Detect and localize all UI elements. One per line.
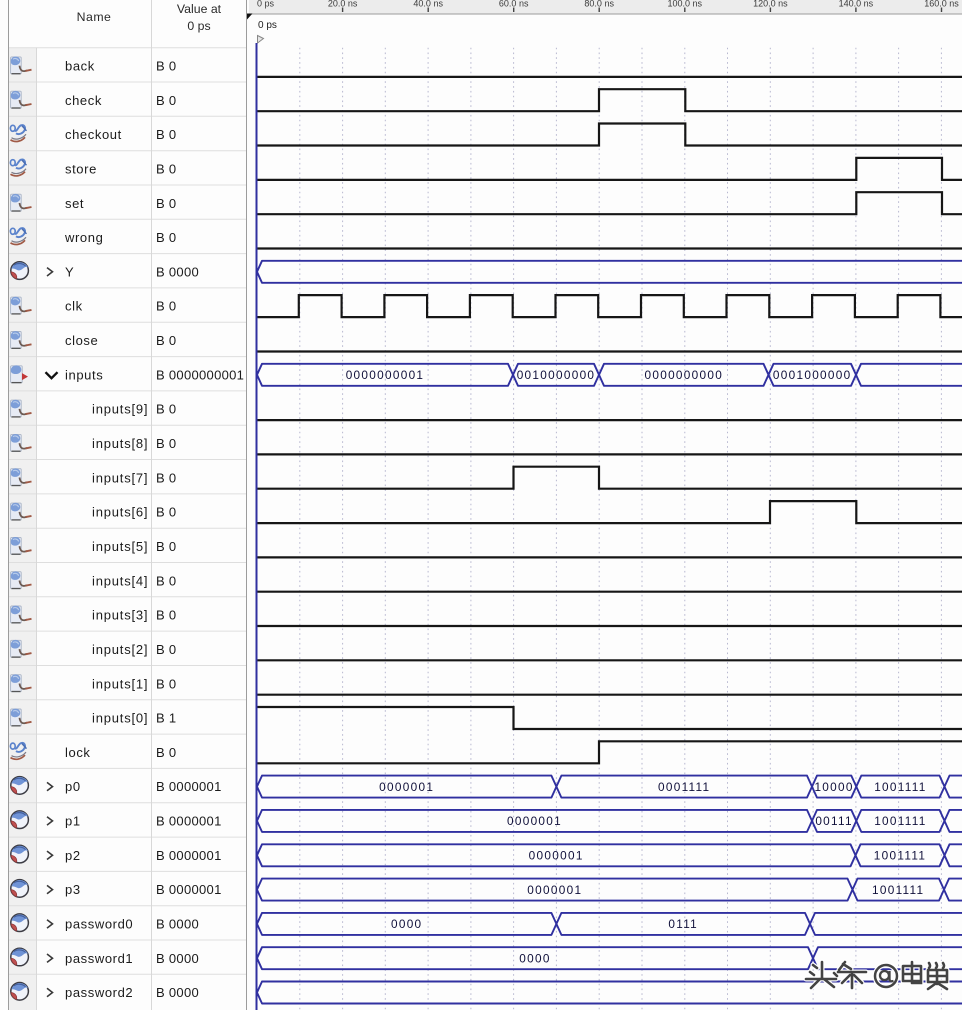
svg-text:B 0: B 0	[156, 676, 176, 691]
svg-text:B 0000: B 0000	[156, 917, 199, 932]
svg-text:B 0: B 0	[156, 573, 176, 588]
svg-text:Name: Name	[77, 10, 112, 24]
svg-text:inputs: inputs	[65, 367, 103, 382]
svg-text:B 0000001: B 0000001	[156, 882, 222, 897]
svg-text:p2: p2	[65, 848, 81, 863]
svg-text:B 0000001: B 0000001	[156, 814, 222, 829]
svg-text:0 ps: 0 ps	[187, 19, 210, 33]
svg-text:1001111: 1001111	[874, 814, 926, 828]
svg-text:back: back	[65, 59, 95, 74]
svg-text:B 0000000001: B 0000000001	[156, 367, 244, 382]
svg-text:B 0: B 0	[156, 299, 176, 314]
svg-text:p1: p1	[65, 814, 81, 829]
svg-text:B 0: B 0	[156, 162, 176, 177]
svg-text:set: set	[65, 196, 84, 211]
svg-text:160.0 ns: 160.0 ns	[924, 0, 959, 9]
svg-text:0 ps: 0 ps	[257, 0, 275, 9]
svg-text:B 0000001: B 0000001	[156, 779, 222, 794]
svg-text:check: check	[65, 93, 102, 108]
svg-text:1001111: 1001111	[874, 849, 926, 863]
svg-text:inputs[5]: inputs[5]	[92, 539, 148, 554]
svg-text:0000000001: 0000000001	[346, 368, 425, 382]
svg-text:B 0: B 0	[156, 470, 176, 485]
svg-text:0000001: 0000001	[529, 849, 584, 863]
svg-text:B 0: B 0	[156, 230, 176, 245]
svg-text:B 0000: B 0000	[156, 985, 199, 1000]
svg-text:1001111: 1001111	[874, 780, 926, 794]
svg-text:0000000000: 0000000000	[644, 368, 723, 382]
svg-text:B 0: B 0	[156, 127, 176, 142]
svg-text:inputs[6]: inputs[6]	[92, 505, 148, 520]
svg-text:120.0 ns: 120.0 ns	[753, 0, 788, 9]
svg-text:B 0: B 0	[156, 196, 176, 211]
svg-text:close: close	[65, 333, 98, 348]
svg-text:0000001: 0000001	[527, 883, 582, 897]
svg-text:B 0000: B 0000	[156, 951, 199, 966]
svg-text:0111: 0111	[668, 917, 698, 931]
svg-text:B 0: B 0	[156, 642, 176, 657]
svg-text:10000: 10000	[814, 780, 853, 794]
svg-text:inputs[7]: inputs[7]	[92, 470, 148, 485]
svg-text:lock: lock	[65, 745, 91, 760]
svg-text:B 0: B 0	[156, 93, 176, 108]
svg-text:clk: clk	[65, 299, 83, 314]
svg-text:0001111: 0001111	[658, 780, 710, 794]
svg-text:B 0000001: B 0000001	[156, 848, 222, 863]
svg-text:0000001: 0000001	[379, 780, 434, 794]
svg-text:B 0000: B 0000	[156, 264, 199, 279]
svg-text:wrong: wrong	[64, 230, 103, 245]
svg-text:password0: password0	[65, 917, 133, 932]
svg-text:60.0 ns: 60.0 ns	[499, 0, 529, 9]
svg-text:40.0 ns: 40.0 ns	[413, 0, 443, 9]
svg-text:store: store	[65, 162, 97, 177]
svg-text:inputs[9]: inputs[9]	[92, 402, 148, 417]
svg-text:p0: p0	[65, 779, 81, 794]
svg-text:80.0 ns: 80.0 ns	[584, 0, 614, 9]
svg-text:0000: 0000	[391, 917, 422, 931]
svg-text:100.0 ns: 100.0 ns	[668, 0, 703, 9]
svg-text:B 0: B 0	[156, 333, 176, 348]
svg-text:inputs[3]: inputs[3]	[92, 608, 148, 623]
svg-text:inputs[2]: inputs[2]	[92, 642, 148, 657]
svg-text:inputs[4]: inputs[4]	[92, 573, 148, 588]
svg-text:0000001: 0000001	[507, 814, 562, 828]
svg-text:Value at: Value at	[177, 2, 222, 16]
svg-text:p3: p3	[65, 882, 81, 897]
svg-text:inputs[0]: inputs[0]	[92, 711, 148, 726]
svg-text:inputs[8]: inputs[8]	[92, 436, 148, 451]
svg-text:Y: Y	[65, 264, 74, 279]
svg-text:20.0 ns: 20.0 ns	[328, 0, 358, 9]
svg-text:password1: password1	[65, 951, 133, 966]
svg-text:B 0: B 0	[156, 539, 176, 554]
svg-text:0 ps: 0 ps	[258, 20, 277, 31]
svg-text:inputs[1]: inputs[1]	[92, 676, 148, 691]
svg-text:B 0: B 0	[156, 505, 176, 520]
svg-text:B 0: B 0	[156, 436, 176, 451]
svg-text:0000: 0000	[519, 951, 550, 965]
svg-text:140.0 ns: 140.0 ns	[839, 0, 874, 9]
svg-text:00111: 00111	[815, 814, 853, 828]
svg-text:password2: password2	[65, 985, 133, 1000]
svg-text:B 0: B 0	[156, 745, 176, 760]
svg-text:0010000000: 0010000000	[517, 368, 596, 382]
svg-text:B 0: B 0	[156, 608, 176, 623]
svg-text:0001000000: 0001000000	[773, 368, 852, 382]
svg-text:1001111: 1001111	[872, 883, 924, 897]
svg-text:B 0: B 0	[156, 402, 176, 417]
svg-text:B 1: B 1	[156, 711, 176, 726]
svg-text:checkout: checkout	[65, 127, 122, 142]
svg-text:B 0: B 0	[156, 59, 176, 74]
